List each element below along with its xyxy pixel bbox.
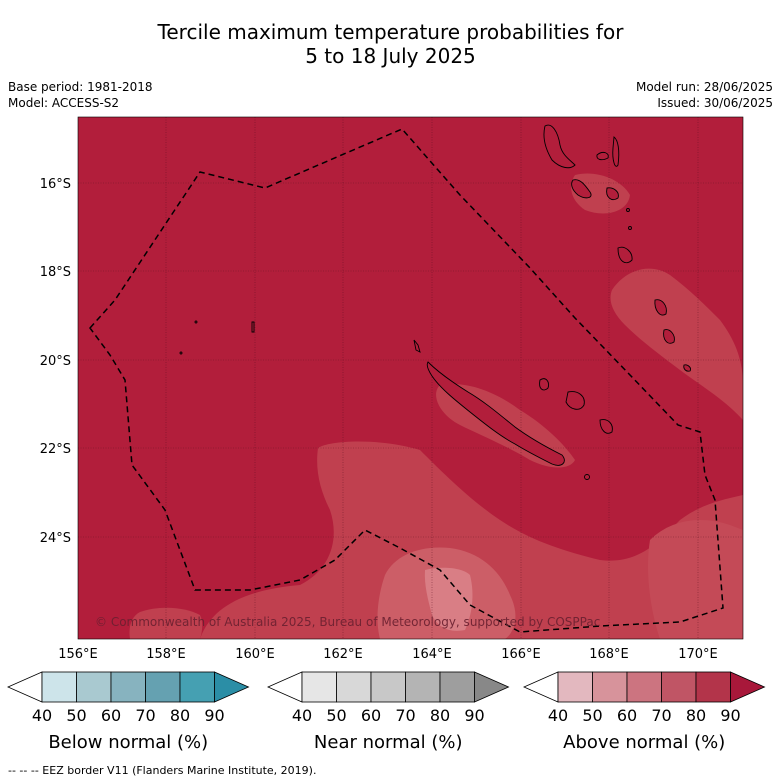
model-name: Model: ACCESS-S2 [8,96,120,110]
lon-label: 166°E [501,647,541,662]
colorbar-3: 40 50 60 70 80 90 Above normal (%) [523,671,766,753]
colorbar-segment [301,671,337,703]
colorbar-segment [439,671,475,703]
colorbar-label: Above normal (%) [563,732,725,753]
vanuatu-island-4 [606,187,619,200]
espiritu-santo-island [543,124,576,169]
loyalty-island-1 [539,378,549,391]
colorbar-label: Below normal (%) [48,732,208,753]
colorbar-tick-label: 60 [617,706,637,725]
colorbar-tick-label: 60 [361,706,381,725]
islet-1 [413,339,421,353]
vanuatu-island-2 [612,136,620,167]
lon-label: 170°E [678,647,718,662]
colorbar-segment [626,671,662,703]
colorbar-tick-label: 70 [651,706,671,725]
grid-lines [78,117,743,639]
lat-label: 18°S [40,265,71,280]
colorbar-segment [110,671,146,703]
colorbar-extend-high [214,671,250,703]
vanuatu-island-3 [571,179,592,199]
colorbar-segment [695,671,731,703]
latitude-labels: 16°S 18°S 20°S 22°S 24°S [40,177,71,546]
footer-note: -- -- -- EEZ border V11 (Flanders Marine… [8,764,316,777]
map-title-line1: Tercile maximum temperature probabilitie… [157,20,624,44]
colorbar-segment [41,671,77,703]
colorbar-segment [179,671,215,703]
colorbar-tick-label: 70 [395,706,415,725]
colorbar-tick-label: 80 [170,706,190,725]
islet-6 [179,351,183,355]
lon-label: 158°E [146,647,186,662]
colorbar-extend-low [523,671,559,703]
colorbar-extend-low [267,671,303,703]
lon-label: 162°E [323,647,363,662]
shade-patch-center-lightest [424,567,473,631]
vanuatu-island-1 [596,151,609,161]
lon-label: 160°E [235,647,275,662]
colorbar-tick-label: 50 [582,706,602,725]
shade-patch-right-bottom [648,520,743,639]
colorbar-legends: 40 50 60 70 80 90 Below normal (%) 40 50 60 70 80 90… [7,671,766,753]
colorbar-tick-label: 40 [548,706,568,725]
lat-label: 16°S [40,177,71,192]
colorbar-extend-high [730,671,766,703]
new-caledonia-island [426,361,565,466]
colorbar-tick-label: 90 [204,706,224,725]
shade-patch-bottom-left [129,607,203,639]
colorbar-segment [336,671,372,703]
eez-border [89,128,724,633]
longitude-labels: 156°E 158°E 160°E 162°E 164°E 166°E 168°… [58,647,718,662]
vanuatu-island-7 [663,329,675,344]
loyalty-island-2 [565,391,585,410]
lat-label: 22°S [40,442,71,457]
colorbar-tick-label: 80 [430,706,450,725]
vanuatu-island-6 [654,299,667,316]
colorbar-tick-label: 90 [464,706,484,725]
colorbar-1: 40 50 60 70 80 90 Below normal (%) [7,671,250,753]
base-period: Base period: 1981-2018 [8,80,153,94]
vanuatu-island-8 [683,364,691,372]
colorbar-extend-low [7,671,43,703]
map-title-line2: 5 to 18 July 2025 [305,44,476,68]
colorbar-tick-label: 40 [292,706,312,725]
lon-label: 164°E [412,647,452,662]
colorbar-tick-label: 70 [135,706,155,725]
loyalty-island-3 [599,419,613,434]
colorbar-segment [145,671,181,703]
colorbar-tick-label: 80 [686,706,706,725]
model-run: Model run: 28/06/2025 [635,80,773,94]
colorbar-tick-label: 50 [66,706,86,725]
shade-patch-north [571,173,630,214]
lat-label: 24°S [40,531,71,546]
colorbar-segment [76,671,112,703]
colorbar-segment [557,671,593,703]
lon-label: 156°E [58,647,98,662]
lat-label: 20°S [40,354,71,369]
lon-label: 168°E [589,647,629,662]
chesterfield-islet [251,321,255,333]
colorbar-tick-label: 90 [720,706,740,725]
copyright-text: © Commonwealth of Australia 2025, Bureau… [95,615,600,629]
issued-date: Issued: 30/06/2025 [657,96,773,110]
colorbar-segment [592,671,628,703]
colorbar-tick-label: 50 [326,706,346,725]
islet-3 [626,208,630,212]
islet-2 [584,474,590,480]
islet-4 [628,226,632,230]
shade-patch-vanuatu [610,268,743,420]
colorbar-segment [661,671,697,703]
vanuatu-island-5 [617,246,633,264]
colorbar-extend-high [474,671,510,703]
colorbar-segment [405,671,441,703]
colorbar-label: Near normal (%) [314,732,463,753]
colorbar-segment [370,671,406,703]
colorbar-tick-label: 40 [32,706,52,725]
shade-patch-southeast [200,441,743,639]
colorbar-tick-label: 60 [101,706,121,725]
islet-5 [194,320,198,324]
coastlines [179,124,691,480]
